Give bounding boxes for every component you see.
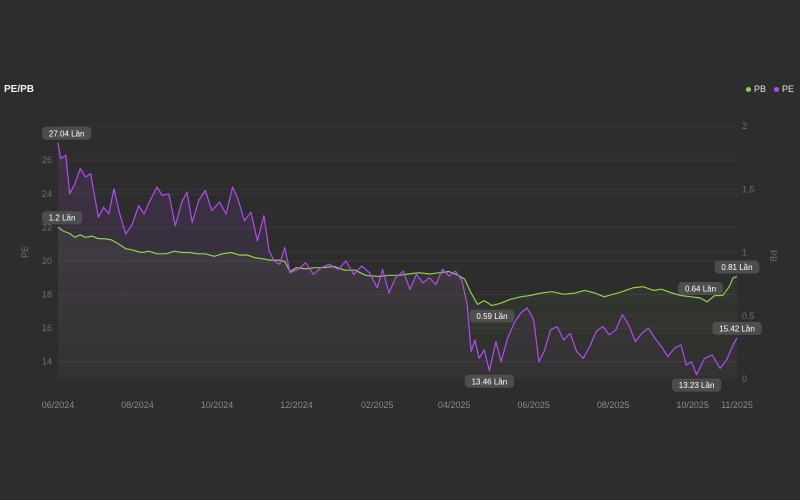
x-tick-label: 08/2025: [597, 400, 630, 410]
series-lines: [57, 142, 738, 376]
data-label-bg: [464, 374, 515, 388]
x-tick-label: 10/2024: [201, 400, 234, 410]
data-labels: 27.04 Lần 1.2 Lần 0.59 Lần 13.46 Lần 0.64 Lầ…: [42, 126, 762, 392]
legend-item-pe[interactable]: PE: [773, 84, 794, 94]
y-right-axis-title: PB: [768, 250, 778, 262]
data-label-bg: [469, 309, 515, 323]
x-tick-label: 10/2025: [676, 400, 709, 410]
data-label-text: 1.2 Lần: [49, 214, 76, 223]
y-left-axis-title: PE: [20, 246, 30, 258]
data-label-bg: [714, 260, 760, 274]
y-left-tick-label: 18: [42, 290, 52, 300]
y-left-tick-label: 22: [42, 222, 52, 232]
series-line-pb: [57, 226, 738, 307]
series-line-pe: [57, 142, 738, 376]
x-tick-label: 11/2025: [721, 400, 753, 410]
y-left-tick-label: 24: [42, 189, 52, 199]
y-left-tick-label: 26: [42, 155, 52, 165]
data-label-text: 27.04 Lần: [49, 129, 85, 138]
data-label-bg: [42, 211, 83, 225]
data-label-bg: [42, 126, 92, 140]
data-label-pb: 0.59 Lần: [469, 309, 515, 323]
x-tick-label: 04/2025: [438, 400, 471, 410]
series-area-pe: [58, 142, 737, 379]
y-left-tick-label: 16: [42, 323, 52, 333]
chart-legend: PB PE: [745, 84, 794, 94]
x-tick-label: 06/2025: [517, 400, 550, 410]
data-label-pb: 1.2 Lần: [42, 211, 83, 225]
data-label-pb: 0.64 Lần: [678, 282, 723, 296]
legend-pb-label: PB: [753, 84, 766, 94]
x-tick-label: 12/2024: [280, 400, 313, 410]
data-label-text: 13.46 Lần: [472, 377, 508, 386]
data-label-text: 13.23 Lần: [679, 381, 715, 390]
legend-pe-label: PE: [781, 84, 794, 94]
data-label-bg: [712, 321, 762, 335]
x-tick-label: 02/2025: [361, 400, 394, 410]
y-right-tick-label: 0.5: [742, 311, 755, 321]
data-label-pe: 27.04 Lần: [42, 126, 92, 140]
chart-title: PE/PB: [4, 84, 35, 95]
y-left-tick-label: 20: [42, 256, 52, 266]
data-label-pb: 0.81 Lần: [714, 260, 760, 274]
x-tick-label: 08/2024: [121, 400, 154, 410]
data-label-text: 15.42 Lần: [719, 324, 755, 333]
legend-pe-dot: [773, 86, 779, 92]
y-right-tick-label: 1: [742, 248, 747, 258]
data-label-text: 0.59 Lần: [476, 312, 507, 321]
y-right-tick-label: 2: [742, 121, 747, 131]
x-tick-label: 06/2024: [42, 400, 75, 410]
data-label-pe: 13.23 Lần: [671, 378, 722, 392]
data-label-text: 0.81 Lần: [721, 263, 752, 272]
y-right-tick-label: 1.5: [742, 184, 755, 194]
legend-item-pb[interactable]: PB: [745, 84, 766, 94]
data-label-text: 0.64 Lần: [685, 285, 716, 294]
data-label-bg: [671, 378, 722, 392]
axes: 14 16 18 20 22 24 26 0 0.5 1 1.5 2 06/2024 08/2024 10/…: [20, 121, 778, 410]
legend-pb-dot: [745, 86, 751, 92]
series-areas: [58, 142, 737, 379]
y-left-tick-label: 14: [42, 357, 52, 367]
data-label-pe: 15.42 Lần: [712, 321, 762, 335]
y-right-tick-label: 0: [742, 374, 747, 384]
data-label-bg: [678, 282, 723, 296]
data-label-pe: 13.46 Lần: [464, 374, 515, 388]
